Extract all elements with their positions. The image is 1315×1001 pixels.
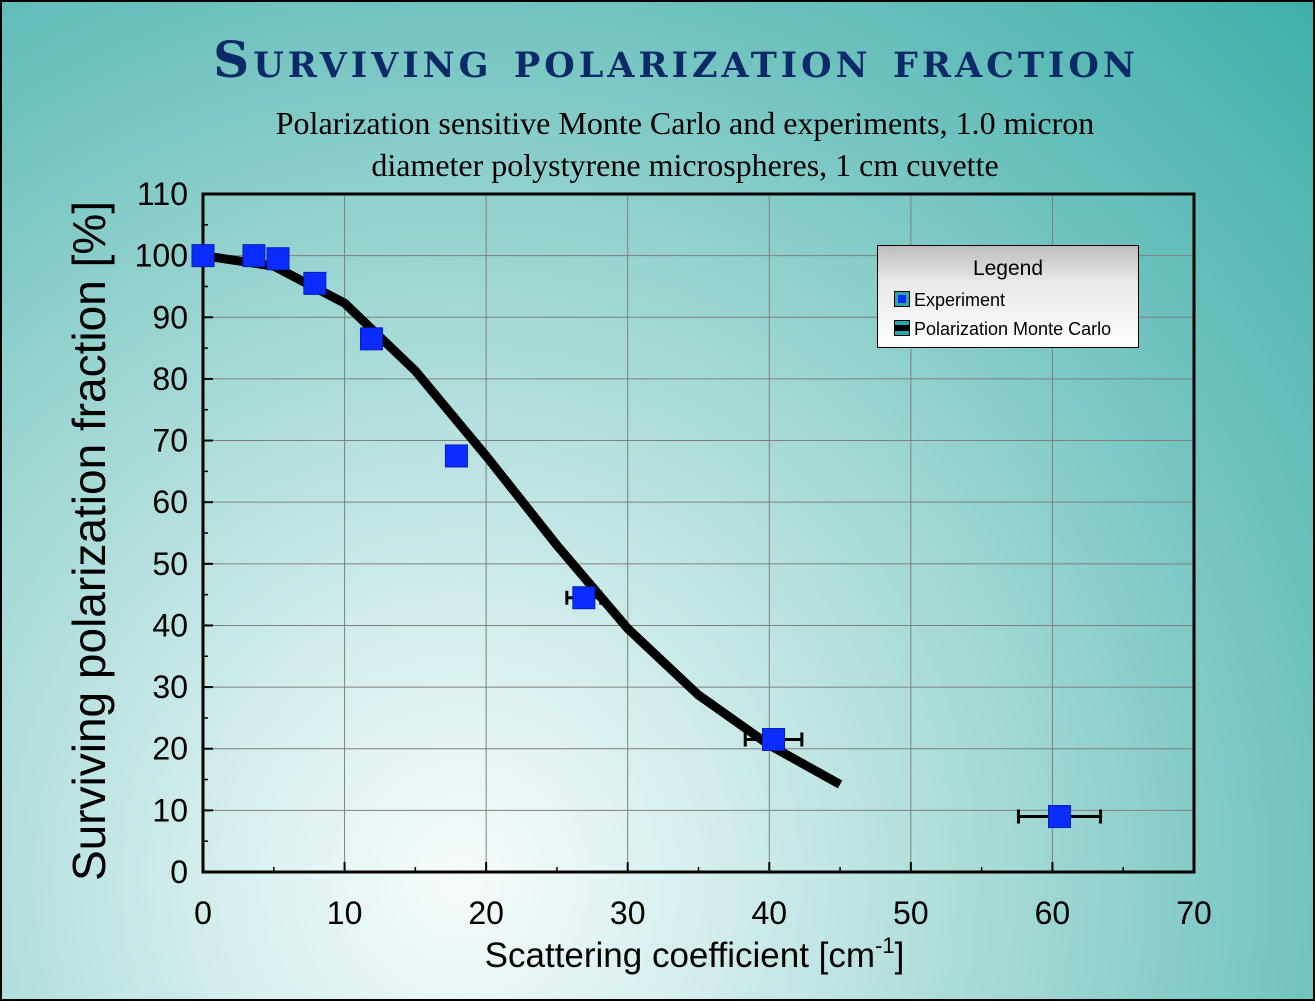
chart-subtitle: Polarization sensitive Monte Carlo and e… — [2, 102, 1313, 186]
experiment-data-point — [303, 271, 327, 295]
experiment-data-point — [359, 327, 383, 351]
page-title: Surviving polarization fraction — [213, 30, 1139, 89]
subtitle-line-2: diameter polystyrene microspheres, 1 cm … — [371, 147, 999, 183]
y-tick-label: 20 — [152, 731, 188, 767]
x-tick-label: 10 — [327, 895, 363, 931]
y-tick-label: 70 — [152, 423, 188, 459]
legend-title: Legend — [972, 257, 1044, 280]
plot-frame — [201, 192, 1196, 874]
y-tick-label: 60 — [152, 484, 188, 520]
monte-carlo-series-line — [202, 251, 843, 789]
y-axis-label: Surviving polarization fraction [%] — [63, 201, 115, 881]
x-tick-label: 60 — [1035, 895, 1071, 931]
experiment-data-point — [191, 244, 215, 268]
x-tick-label: 70 — [1176, 895, 1212, 931]
y-tick-label: 100 — [135, 238, 188, 274]
experiment-data-point — [444, 444, 468, 468]
experiment-data-point — [266, 247, 290, 271]
legend-item-experiment: Experiment — [894, 290, 1005, 312]
x-axis-label-superscript: -1 — [875, 933, 895, 958]
y-tick-label: 30 — [152, 669, 188, 705]
experiment-data-point — [1048, 805, 1072, 829]
square-marker-icon — [894, 291, 910, 307]
experiment-data-point — [762, 727, 786, 751]
legend-label-experiment: Experiment — [914, 290, 1006, 310]
y-tick-label: 110 — [137, 176, 188, 212]
x-axis-label: Scattering coefficient [cm-1] — [485, 933, 905, 975]
x-axis-label-suffix: ] — [895, 936, 905, 975]
experiment-data-point — [242, 244, 266, 268]
chart-legend: Legend Experiment Polarization Monte Car… — [877, 245, 1139, 348]
line-marker-icon — [894, 320, 910, 336]
legend-item-monte-carlo: Polarization Monte Carlo — [894, 319, 1111, 341]
y-tick-label: 80 — [152, 361, 188, 397]
y-tick-label: 40 — [152, 607, 188, 643]
experiment-data-point — [572, 586, 596, 610]
x-tick-label: 50 — [893, 895, 929, 931]
y-tick-label: 50 — [152, 546, 188, 582]
x-tick-label: 0 — [194, 895, 212, 931]
y-tick-label: 10 — [152, 792, 188, 828]
legend-label-monte-carlo: Polarization Monte Carlo — [914, 319, 1112, 339]
x-tick-label: 20 — [468, 895, 504, 931]
y-tick-label: 90 — [152, 299, 188, 335]
x-tick-label: 40 — [751, 895, 787, 931]
x-tick-label: 30 — [610, 895, 646, 931]
y-tick-label: 0 — [170, 854, 188, 890]
subtitle-line-1: Polarization sensitive Monte Carlo and e… — [275, 105, 1095, 141]
